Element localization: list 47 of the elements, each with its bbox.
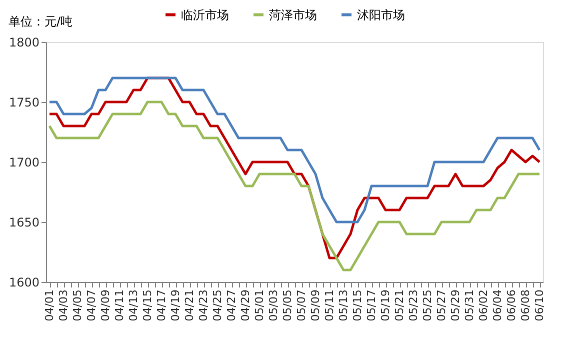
x-tick-label: 05/11 — [323, 290, 336, 322]
x-tick-label: 05/25 — [421, 290, 434, 322]
x-tick-label: 05/07 — [295, 290, 308, 322]
x-tick-label: 04/07 — [85, 290, 98, 322]
x-tick-label: 05/01 — [253, 290, 266, 322]
x-tick-label: 05/17 — [365, 290, 378, 322]
x-tick-label: 04/03 — [57, 290, 70, 322]
x-tick-label: 05/27 — [435, 290, 448, 322]
x-tick-label: 06/08 — [519, 290, 532, 322]
x-tick-label: 04/11 — [113, 290, 126, 322]
x-tick-label: 05/03 — [267, 290, 280, 322]
x-tick-label: 05/09 — [309, 290, 322, 322]
y-tick-label: 1800 — [8, 36, 40, 50]
line-series — [48, 76, 541, 224]
x-tick-label: 04/13 — [127, 290, 140, 322]
x-tick-label: 04/17 — [155, 290, 168, 322]
x-tick-label: 04/29 — [239, 290, 252, 322]
line-series — [48, 100, 541, 272]
x-tick-label: 04/25 — [211, 290, 224, 322]
x-tick-label: 04/27 — [225, 290, 238, 322]
y-tick-label: 1700 — [8, 156, 40, 170]
x-tick-label: 05/15 — [351, 290, 364, 322]
x-tick-label: 05/19 — [379, 290, 392, 322]
x-tick-label: 04/05 — [71, 290, 84, 322]
x-tick-label: 06/04 — [491, 290, 504, 322]
x-tick-label: 04/21 — [183, 290, 196, 322]
x-tick-label: 05/23 — [407, 290, 420, 322]
x-tick-label: 05/21 — [393, 290, 406, 322]
x-tick-label: 04/23 — [197, 290, 210, 322]
x-tick-label: 04/09 — [99, 290, 112, 322]
x-tick-label: 05/13 — [337, 290, 350, 322]
legend-label: 沭阳市场 — [357, 8, 405, 22]
x-tick-label: 06/02 — [477, 290, 490, 322]
x-tick-label: 04/15 — [141, 290, 154, 322]
x-tick-label: 05/29 — [449, 290, 462, 322]
x-tick-label: 05/31 — [463, 290, 476, 322]
x-tick-label: 05/05 — [281, 290, 294, 322]
y-axis-title: 单位：元/吨 — [8, 14, 73, 28]
y-tick-label: 1750 — [8, 96, 40, 110]
x-tick-label: 06/06 — [505, 290, 518, 322]
x-tick-label: 06/10 — [533, 290, 546, 322]
y-tick-label: 1600 — [8, 276, 40, 290]
x-tick-label: 04/19 — [169, 290, 182, 322]
legend-label: 临沂市场 — [181, 8, 229, 22]
x-tick-label: 04/01 — [43, 290, 56, 322]
legend-label: 菏泽市场 — [269, 8, 317, 22]
y-tick-label: 1650 — [8, 216, 40, 230]
